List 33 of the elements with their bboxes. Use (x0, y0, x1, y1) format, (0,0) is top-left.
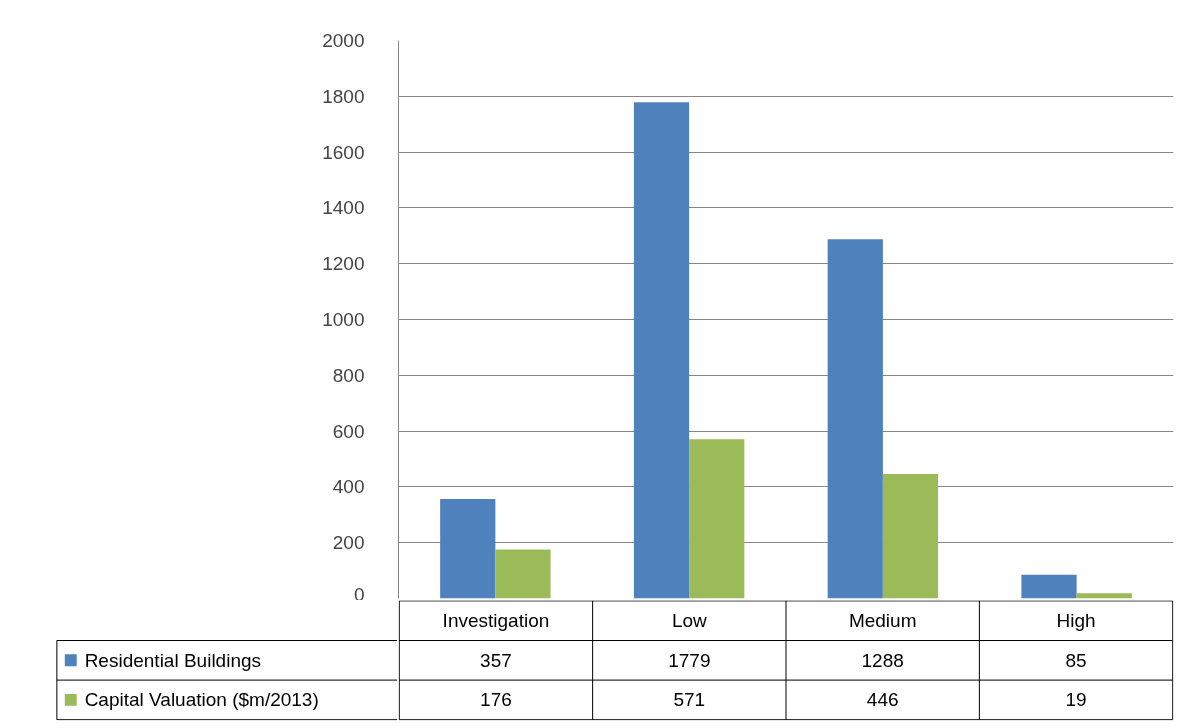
y-tick-label: 1400 (322, 197, 365, 219)
x-tick-label: Medium (848, 610, 917, 632)
x-tick-label: Investigation (442, 610, 550, 632)
y-tick-label: 1800 (322, 85, 365, 107)
y-tick-label: 1600 (322, 141, 365, 163)
x-tick-label: Low (671, 610, 708, 632)
y-tick-label: 800 (332, 364, 365, 386)
y-tick-label: 200 (332, 532, 365, 554)
bar (1021, 574, 1077, 599)
bar (440, 498, 496, 599)
data-label: 446 (866, 689, 899, 711)
bar (1076, 593, 1132, 599)
data-label: 571 (673, 689, 706, 711)
y-tick-label: 2000 (322, 30, 365, 51)
y-tick-label: 600 (332, 420, 365, 442)
legend-label: Residential Buildings (84, 649, 262, 671)
data-label: 85 (1065, 649, 1087, 671)
data-label: 19 (1065, 689, 1087, 711)
bar (882, 474, 939, 599)
y-tick-label: 0 (353, 583, 365, 605)
bar (495, 549, 551, 599)
bar (633, 102, 690, 599)
x-tick-label: High (1056, 610, 1096, 632)
data-label: 176 (480, 689, 512, 711)
data-label: 357 (480, 649, 512, 671)
y-tick-label: 1000 (322, 309, 365, 330)
data-label: 1779 (668, 649, 711, 671)
y-tick-label: 400 (332, 476, 365, 498)
data-label: 1288 (861, 649, 904, 671)
legend-label: Capital Valuation ($m/2013) (84, 689, 319, 711)
bar (827, 239, 883, 599)
bar (689, 439, 745, 599)
y-tick-label: 1200 (322, 253, 365, 275)
